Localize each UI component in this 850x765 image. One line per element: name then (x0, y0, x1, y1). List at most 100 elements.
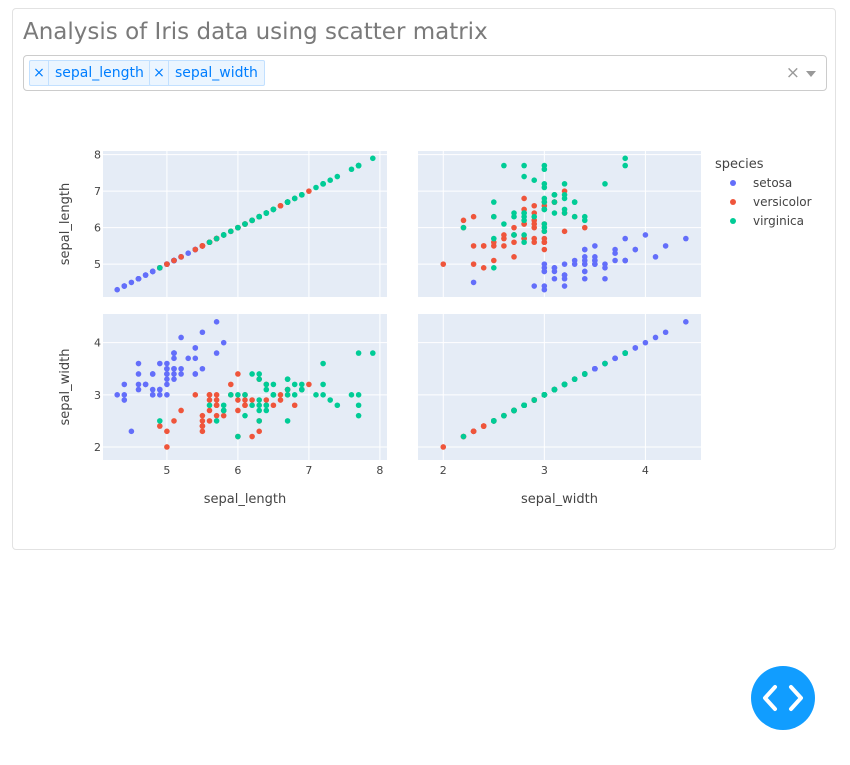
data-point-virginica (491, 213, 497, 220)
data-point-versicolor (277, 202, 284, 209)
data-point-versicolor (199, 412, 206, 419)
data-point-virginica (235, 224, 241, 231)
code-icon (763, 685, 803, 711)
remove-tag-icon[interactable]: × (30, 61, 49, 85)
clear-all-icon[interactable]: × (785, 63, 800, 83)
data-point-virginica (270, 206, 277, 213)
data-point-virginica (541, 199, 548, 205)
y-tick-label: 8 (94, 149, 101, 162)
data-point-versicolor (306, 381, 312, 388)
data-point-virginica (320, 181, 326, 187)
data-point-setosa (612, 257, 618, 264)
data-point-virginica (291, 381, 298, 388)
data-point-setosa (128, 428, 135, 435)
data-point-setosa (135, 381, 142, 388)
data-point-versicolor (511, 254, 517, 260)
data-point-versicolor (242, 402, 248, 409)
y-tick-label: 5 (94, 258, 101, 271)
data-point-versicolor (306, 188, 312, 194)
data-point-virginica (355, 402, 362, 409)
data-point-virginica (249, 402, 255, 409)
data-point-versicolor (235, 371, 241, 377)
column-multiselect-dropdown[interactable]: × sepal_length × sepal_width × (23, 55, 827, 91)
data-point-setosa (149, 268, 156, 275)
data-point-setosa (164, 360, 170, 367)
data-point-virginica (249, 217, 255, 224)
data-point-virginica (491, 235, 497, 242)
data-point-virginica (242, 221, 248, 227)
data-point-setosa (592, 365, 598, 372)
data-point-virginica (249, 371, 255, 377)
data-point-versicolor (235, 397, 241, 403)
data-point-setosa (622, 235, 628, 242)
code-view-button[interactable] (751, 666, 815, 730)
data-point-setosa (171, 376, 177, 382)
data-point-setosa (164, 376, 170, 382)
data-point-versicolor (470, 261, 477, 267)
data-point-setosa (192, 345, 199, 351)
data-point-virginica (256, 213, 262, 220)
data-point-virginica (581, 217, 588, 224)
data-point-virginica (263, 210, 270, 216)
data-point-versicolor (541, 246, 548, 253)
subplot-background (418, 151, 701, 297)
data-point-setosa (121, 283, 128, 289)
data-point-virginica (551, 386, 558, 393)
data-point-virginica (521, 173, 527, 180)
data-point-setosa (157, 386, 163, 393)
data-point-versicolor (178, 407, 184, 414)
data-point-virginica (501, 221, 507, 227)
data-point-virginica (157, 265, 163, 271)
y-tick-label: 4 (94, 337, 101, 350)
data-point-versicolor (480, 243, 487, 249)
data-point-setosa (683, 319, 689, 325)
data-point-virginica (501, 162, 507, 169)
data-point-virginica (460, 224, 467, 231)
data-point-setosa (199, 365, 206, 372)
data-point-setosa (135, 371, 142, 377)
data-point-setosa (541, 283, 548, 289)
data-point-versicolor (480, 423, 487, 429)
data-point-setosa (135, 360, 142, 367)
data-point-setosa (121, 381, 128, 388)
data-point-virginica (622, 350, 628, 356)
data-point-versicolor (171, 418, 177, 424)
data-point-setosa (171, 371, 177, 377)
data-point-versicolor (199, 428, 206, 435)
data-point-virginica (355, 162, 362, 169)
data-point-versicolor (171, 257, 177, 264)
remove-tag-icon[interactable]: × (150, 61, 169, 85)
x-axis-title: sepal_length (204, 492, 287, 507)
data-point-setosa (164, 381, 170, 388)
data-point-virginica (348, 166, 355, 173)
data-point-versicolor (470, 213, 477, 220)
data-point-setosa (551, 265, 558, 271)
subplot-background (418, 314, 701, 460)
legend-entry-virginica: virginica (753, 214, 804, 228)
data-point-versicolor (206, 392, 213, 398)
y-axis-title: sepal_width (58, 349, 73, 426)
tag-label: sepal_width (175, 65, 258, 81)
data-point-virginica (242, 392, 248, 398)
x-tick-label: 7 (305, 464, 312, 477)
data-point-virginica (256, 371, 262, 377)
x-tick-label: 8 (376, 464, 383, 477)
data-point-versicolor (531, 202, 538, 209)
data-point-virginica (256, 418, 262, 424)
x-tick-label: 6 (234, 464, 241, 477)
data-point-virginica (291, 195, 298, 202)
data-point-setosa (632, 246, 639, 253)
data-point-versicolor (491, 243, 497, 249)
data-point-setosa (185, 355, 191, 362)
data-point-versicolor (206, 407, 213, 414)
data-point-setosa (149, 386, 156, 393)
data-point-virginica (541, 392, 548, 398)
data-point-versicolor (491, 257, 497, 264)
chevron-down-icon[interactable] (806, 71, 816, 77)
data-point-setosa (171, 355, 177, 362)
legend-title: species (715, 157, 764, 172)
data-point-virginica (270, 392, 277, 398)
legend-marker-setosa (730, 180, 736, 186)
x-tick-label: 3 (541, 464, 548, 477)
data-point-virginica (263, 402, 270, 409)
